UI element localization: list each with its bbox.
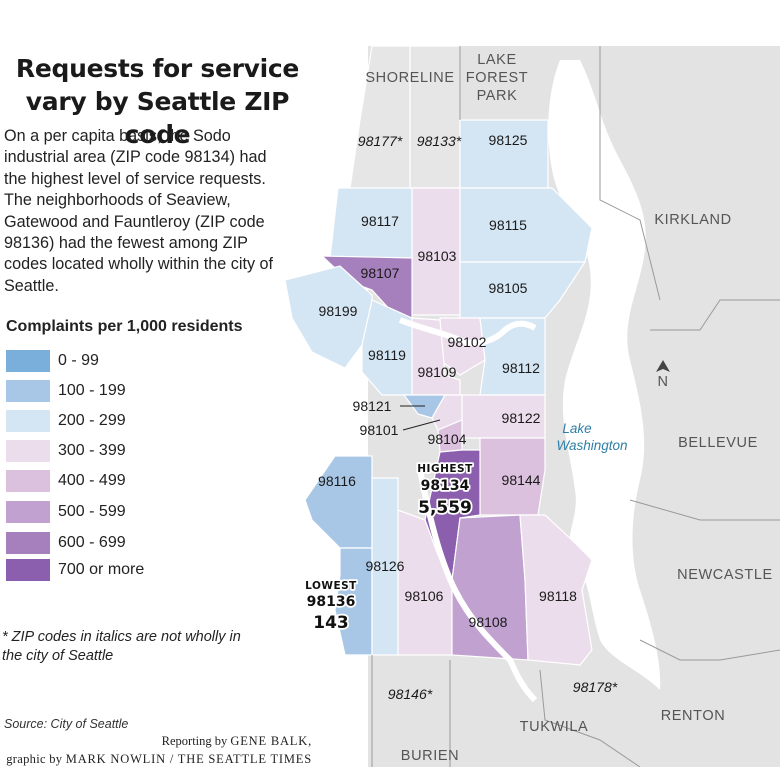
zip-label-98178: 98178* — [573, 679, 618, 695]
title-line-2: vary by Seattle ZIP code — [25, 87, 290, 149]
zip-label-98104: 98104 — [428, 431, 467, 447]
zip-label-98115: 98115 — [489, 217, 527, 233]
legend-swatch — [6, 380, 50, 402]
zip-98112-area — [479, 317, 546, 396]
place-lfp-1: LAKE — [477, 52, 516, 68]
highest-label: HIGHEST — [417, 463, 473, 475]
legend-label: 600 - 699 — [58, 534, 126, 551]
legend-label: 200 - 299 — [58, 412, 126, 429]
legend-item: 0 - 99 — [6, 350, 206, 372]
legend-title: Complaints per 1,000 residents — [6, 318, 243, 335]
leader-98101 — [402, 419, 441, 431]
lowest-value: 143 — [313, 613, 349, 633]
zip-label-98122: 98122 — [502, 410, 541, 426]
place-newcastle: NEWCASTLE — [677, 567, 773, 583]
zip-label-98118: 98118 — [539, 588, 577, 604]
page-title: Requests for service vary by Seattle ZIP… — [0, 52, 315, 151]
description: On a per capita basis, the Sodo industri… — [4, 127, 274, 295]
place-renton: RENTON — [661, 708, 726, 724]
lake-union-canal — [398, 317, 537, 346]
legend-item: 200 - 299 — [6, 410, 206, 432]
duwamish-river — [417, 469, 538, 703]
zip-label-98133: 98133* — [417, 133, 462, 149]
zip-98118-area — [519, 514, 593, 666]
legend-label: 400 - 499 — [58, 472, 126, 489]
zip-98133-area — [409, 45, 461, 189]
zip-label-98144: 98144 — [502, 472, 541, 488]
legend-swatch — [6, 440, 50, 462]
zip-label-98103: 98103 — [418, 248, 457, 264]
puget-sound — [290, 46, 368, 767]
legend-swatch — [6, 501, 50, 523]
lowest-zip: 98136 — [307, 594, 356, 610]
legend-swatch — [6, 532, 50, 554]
zip-label-98177: 98177* — [358, 133, 403, 149]
credit-graphic-prefix: graphic by — [6, 752, 66, 766]
title-line-1: Requests for service — [15, 54, 300, 83]
zip-label-98119: 98119 — [368, 347, 406, 363]
credit-graphic: graphic by MARK NOWLIN / THE SEATTLE TIM… — [6, 752, 312, 767]
zip-label-98146: 98146* — [388, 686, 433, 702]
zip-label-98117: 98117 — [361, 213, 399, 229]
legend-item: 100 - 199 — [6, 380, 206, 402]
north-arrow-icon — [656, 360, 670, 372]
zip-label-98106: 98106 — [405, 588, 444, 604]
legend-label: 300 - 399 — [58, 442, 126, 459]
source: Source: City of Seattle — [4, 717, 129, 731]
zip-label-98102: 98102 — [448, 334, 487, 350]
lake-label-2: Washington — [556, 438, 627, 453]
zip-98125-area — [459, 119, 549, 189]
legend-label: 700 or more — [58, 561, 145, 578]
place-bellevue: BELLEVUE — [678, 435, 758, 451]
zip-98115-area — [459, 187, 593, 263]
legend-item: 600 - 699 — [6, 532, 206, 554]
credit-reporting-prefix: Reporting by — [161, 734, 231, 748]
place-tukwila: TUKWILA — [520, 719, 589, 735]
credit-graphic-name: MARK NOWLIN / THE SEATTLE TIMES — [65, 752, 312, 766]
place-shoreline: SHORELINE — [365, 70, 454, 86]
highest-zip: 98134 — [421, 478, 470, 494]
legend-swatch — [6, 470, 50, 492]
zip-label-98126: 98126 — [366, 558, 405, 574]
legend-item: 400 - 499 — [6, 470, 206, 492]
zip-label-98107: 98107 — [361, 265, 400, 281]
zip-label-98125: 98125 — [489, 132, 528, 148]
credit-reporter-name: GENE BALK, — [230, 734, 312, 748]
lake-label-1: Lake — [562, 421, 591, 436]
legend-label: 500 - 599 — [58, 503, 126, 520]
lowest-label: LOWEST — [305, 580, 357, 592]
legend-swatch — [6, 559, 50, 581]
zip-label-98101: 98101 — [360, 422, 399, 438]
north-label: N — [657, 374, 668, 390]
zip-label-98121: 98121 — [353, 398, 392, 414]
legend-swatch — [6, 350, 50, 372]
legend-label: 0 - 99 — [58, 352, 99, 369]
place-kirkland: KIRKLAND — [654, 212, 731, 228]
credit-reporting: Reporting by GENE BALK, — [162, 734, 312, 749]
legend-label: 100 - 199 — [58, 382, 126, 399]
place-lfp-3: PARK — [477, 88, 518, 104]
suburb-boundaries — [371, 46, 780, 767]
zip-label-98108: 98108 — [469, 614, 508, 630]
zip-label-98112: 98112 — [502, 360, 540, 376]
place-burien: BURIEN — [401, 748, 459, 764]
zip-label-98116: 98116 — [318, 473, 356, 489]
legend-swatch — [6, 410, 50, 432]
footnote: * ZIP codes in italics are not wholly in… — [2, 629, 241, 664]
legend-item: 500 - 599 — [6, 501, 206, 523]
legend-item: 700 or more — [6, 559, 206, 581]
highest-value: 5,559 — [418, 498, 472, 518]
zip-label-98109: 98109 — [418, 364, 457, 380]
zip-label-98105: 98105 — [489, 280, 528, 296]
legend-item: 300 - 399 — [6, 440, 206, 462]
place-lfp-2: FOREST — [466, 70, 528, 86]
zip-98105-area — [459, 261, 587, 319]
zip-label-98199: 98199 — [319, 303, 358, 319]
